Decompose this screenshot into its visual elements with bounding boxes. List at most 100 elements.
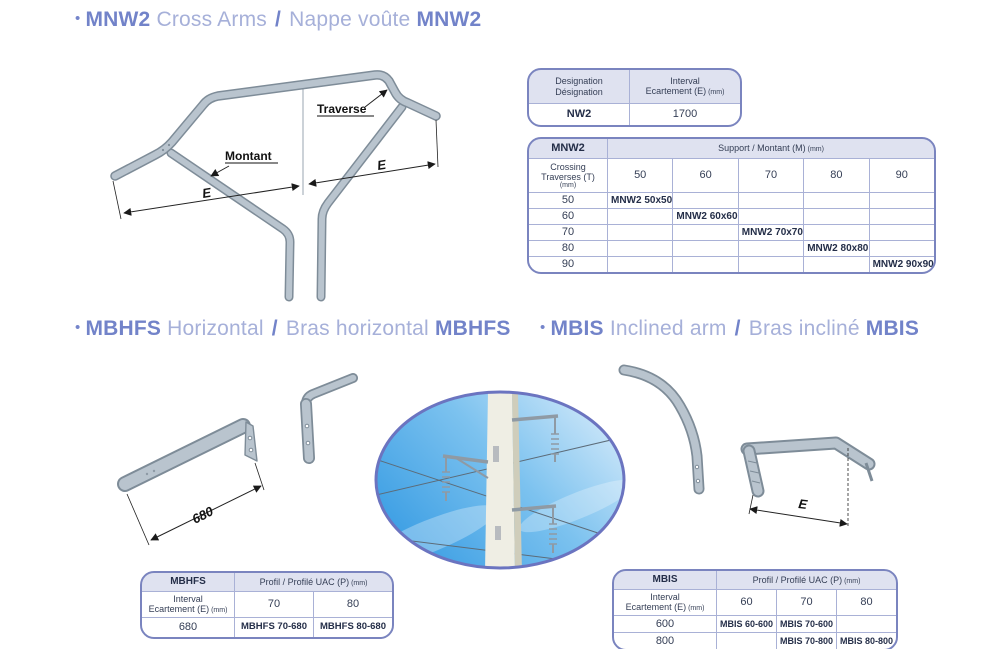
mbhfs-long-bracket: [117, 418, 258, 492]
col-header-80: 80: [804, 159, 869, 192]
matrix-cell: MNW2 70x70: [738, 225, 804, 240]
mbhfs-name-fr: Bras horizontal: [285, 317, 429, 340]
mbis-code-en: MBIS: [550, 317, 604, 340]
mbis-row-label: 600: [614, 616, 716, 632]
mbis-col-80: 80: [837, 590, 896, 615]
traverse-callout: Traverse: [317, 89, 388, 117]
row-label: 60: [529, 209, 607, 224]
mbis-product-cell: [717, 633, 776, 649]
mnw2-code-en: MNW2: [85, 8, 151, 31]
support-header-cell: Support / Montant (M) (mm): [608, 139, 934, 158]
mbhfs-col-70: 70: [235, 592, 313, 617]
interval-header-cell: Interval Ecartement (E) (mm): [630, 70, 740, 103]
row-label: 70: [529, 225, 607, 240]
photo-oval-border: [374, 390, 626, 570]
mbhfs-table: MBHFS Profil / Profilé UAC (P) (mm) Inter…: [140, 571, 394, 639]
mbis-profil-header: Profil / Profilé UAC (P) (mm): [717, 571, 896, 589]
concrete-pole: [485, 392, 522, 568]
matrix-corner-cell: MNW2: [529, 139, 607, 158]
mbis-interval-header: Interval Ecartement (E) (mm): [614, 590, 716, 615]
mbis-code-fr: MBIS: [865, 317, 920, 340]
mbhfs-section-title: • MBHFS Horizontal / Bras horizontal MBHF…: [75, 317, 511, 341]
mnw2-name-fr: Nappe voûte: [289, 8, 411, 31]
designation-header-cell: Designation Désignation: [529, 70, 629, 103]
e-right-label: E: [376, 157, 387, 173]
mnw2-name-en: Cross Arms: [156, 8, 267, 31]
title-slash: /: [271, 317, 278, 340]
matrix-cell: [869, 193, 934, 208]
col-header-90: 90: [869, 159, 934, 192]
matrix-cell: [738, 209, 804, 224]
matrix-cell: [608, 209, 673, 224]
col-header-60: 60: [673, 159, 738, 192]
matrix-cell: MNW2 80x80: [804, 241, 869, 256]
interval-line2: Ecartement (E): [645, 86, 707, 97]
col-header-70: 70: [738, 159, 804, 192]
matrix-cell: [608, 225, 673, 240]
mbis-bracket: [740, 436, 876, 498]
mbis-table: MBIS Profil / Profilé UAC (P) (mm) Interv…: [612, 569, 898, 649]
mnw2-section-title: • MNW2 Cross Arms / Nappe voûte MNW2: [75, 8, 481, 32]
title-slash: /: [275, 8, 282, 31]
matrix-cell: [869, 209, 934, 224]
mbhfs-profil-header: Profil / Profilé UAC (P) (mm): [235, 573, 392, 591]
matrix-cell: [738, 241, 804, 256]
matrix-cell: [608, 257, 673, 272]
matrix-cell: [804, 257, 869, 272]
support-tube: [166, 102, 407, 302]
matrix-cell: [673, 257, 738, 272]
mbhfs-product-cell: MBHFS 80-680: [314, 618, 392, 637]
dimension-e-label: E: [798, 496, 809, 512]
mbhfs-corner-cell: MBHFS: [142, 573, 234, 591]
matrix-cell: [673, 225, 738, 240]
mbhfs-name-en: Horizontal: [167, 317, 264, 340]
mbis-row-label: 800: [614, 633, 716, 649]
matrix-cell: MNW2 50x50: [608, 193, 673, 208]
mbis-col-70: 70: [777, 590, 836, 615]
crossarms-and-insulators: [442, 414, 559, 553]
mbhfs-col-80: 80: [314, 592, 392, 617]
interval-unit: (mm): [708, 89, 725, 97]
dimension-e: E: [748, 448, 849, 528]
col-header-50: 50: [608, 159, 673, 192]
montant-callout: Montant: [210, 149, 278, 177]
dimension-e-left: E: [112, 180, 300, 220]
montant-label: Montant: [225, 149, 272, 163]
matrix-cell: [869, 241, 934, 256]
mbis-product-cell: MBIS 80-800: [837, 633, 896, 649]
traverse-tube: [110, 70, 441, 181]
matrix-cell: [738, 193, 804, 208]
matrix-cell: MNW2 60x60: [673, 209, 738, 224]
mnw2-code-fr: MNW2: [416, 8, 482, 31]
dimension-680-label: 680: [190, 503, 217, 527]
matrix-cell: [673, 193, 738, 208]
matrix-cell: [738, 257, 804, 272]
mbis-product-cell: [837, 616, 896, 632]
mnw2-crossarm-diagram: E E Traverse Montant: [110, 70, 441, 302]
mbhfs-row-label: 680: [142, 618, 234, 637]
e-left-label: E: [201, 185, 212, 201]
mbhfs-code-en: MBHFS: [85, 317, 162, 340]
mbis-corner-cell: MBIS: [614, 571, 716, 589]
bullet-icon: •: [75, 10, 81, 27]
mbis-product-cell: MBIS 70-800: [777, 633, 836, 649]
matrix-cell: [804, 193, 869, 208]
bullet-icon: •: [75, 319, 81, 336]
designation-value: NW2: [529, 104, 629, 125]
mbis-product-cell: MBIS 60-600: [717, 616, 776, 632]
designation-fr: Désignation: [555, 86, 603, 97]
mbhfs-product-cell: MBHFS 70-680: [235, 618, 313, 637]
interval-value: 1700: [630, 104, 740, 125]
mbis-name-fr: Bras incliné: [748, 317, 860, 340]
mbhfs-code-fr: MBHFS: [434, 317, 511, 340]
row-label: 90: [529, 257, 607, 272]
bullet-icon: •: [540, 319, 546, 336]
row-label: 50: [529, 193, 607, 208]
interval-line1: Interval: [670, 76, 700, 87]
mnw2-matrix-table: MNW2 Support / Montant (M) (mm) Crossing …: [527, 137, 936, 274]
mbis-name-en: Inclined arm: [609, 317, 727, 340]
mbhfs-bracket-diagram: 680: [117, 373, 358, 546]
traverse-label: Traverse: [317, 102, 367, 116]
row-label: 80: [529, 241, 607, 256]
